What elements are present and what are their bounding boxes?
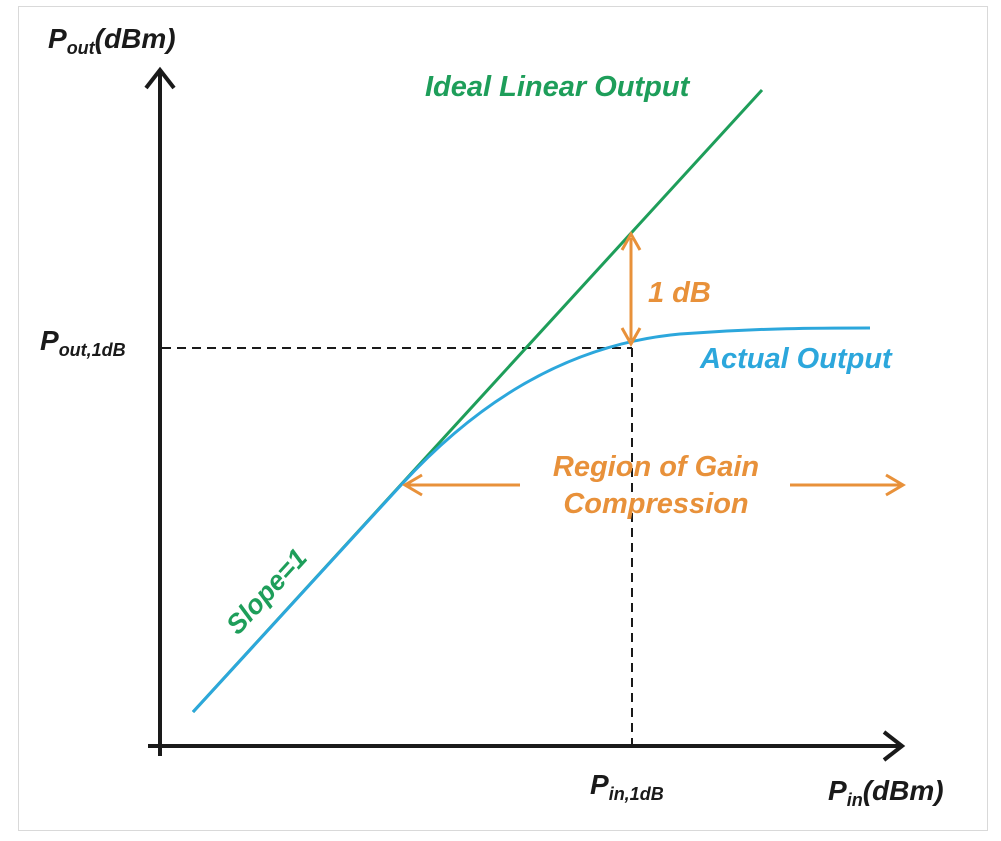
- region-arrowhead-right: [885, 473, 906, 497]
- one-db-arrowhead-bottom: [620, 327, 642, 348]
- pout-1db-label: Pout,1dB: [40, 325, 126, 360]
- one-db-arrowhead-top: [620, 230, 642, 251]
- x-axis-arrowhead: [882, 730, 906, 762]
- x-axis-label: Pin(dBm): [828, 775, 944, 810]
- region-label-line2: Compression: [563, 488, 748, 520]
- figure-frame: [18, 6, 988, 831]
- slope-label: Slope=1: [220, 543, 313, 640]
- region-label-line1: Region of Gain: [553, 451, 759, 483]
- ideal-linear-output-label: Ideal Linear Output: [425, 71, 691, 103]
- pin-1db-label: Pin,1dB: [590, 769, 664, 804]
- y-axis-label: Pout(dBm): [48, 23, 176, 58]
- actual-output-curve: [191, 326, 871, 714]
- region-arrowhead-left: [402, 473, 423, 497]
- y-axis-arrowhead: [144, 66, 176, 90]
- actual-output-label: Actual Output: [699, 343, 893, 375]
- one-db-label: 1 dB: [648, 277, 711, 309]
